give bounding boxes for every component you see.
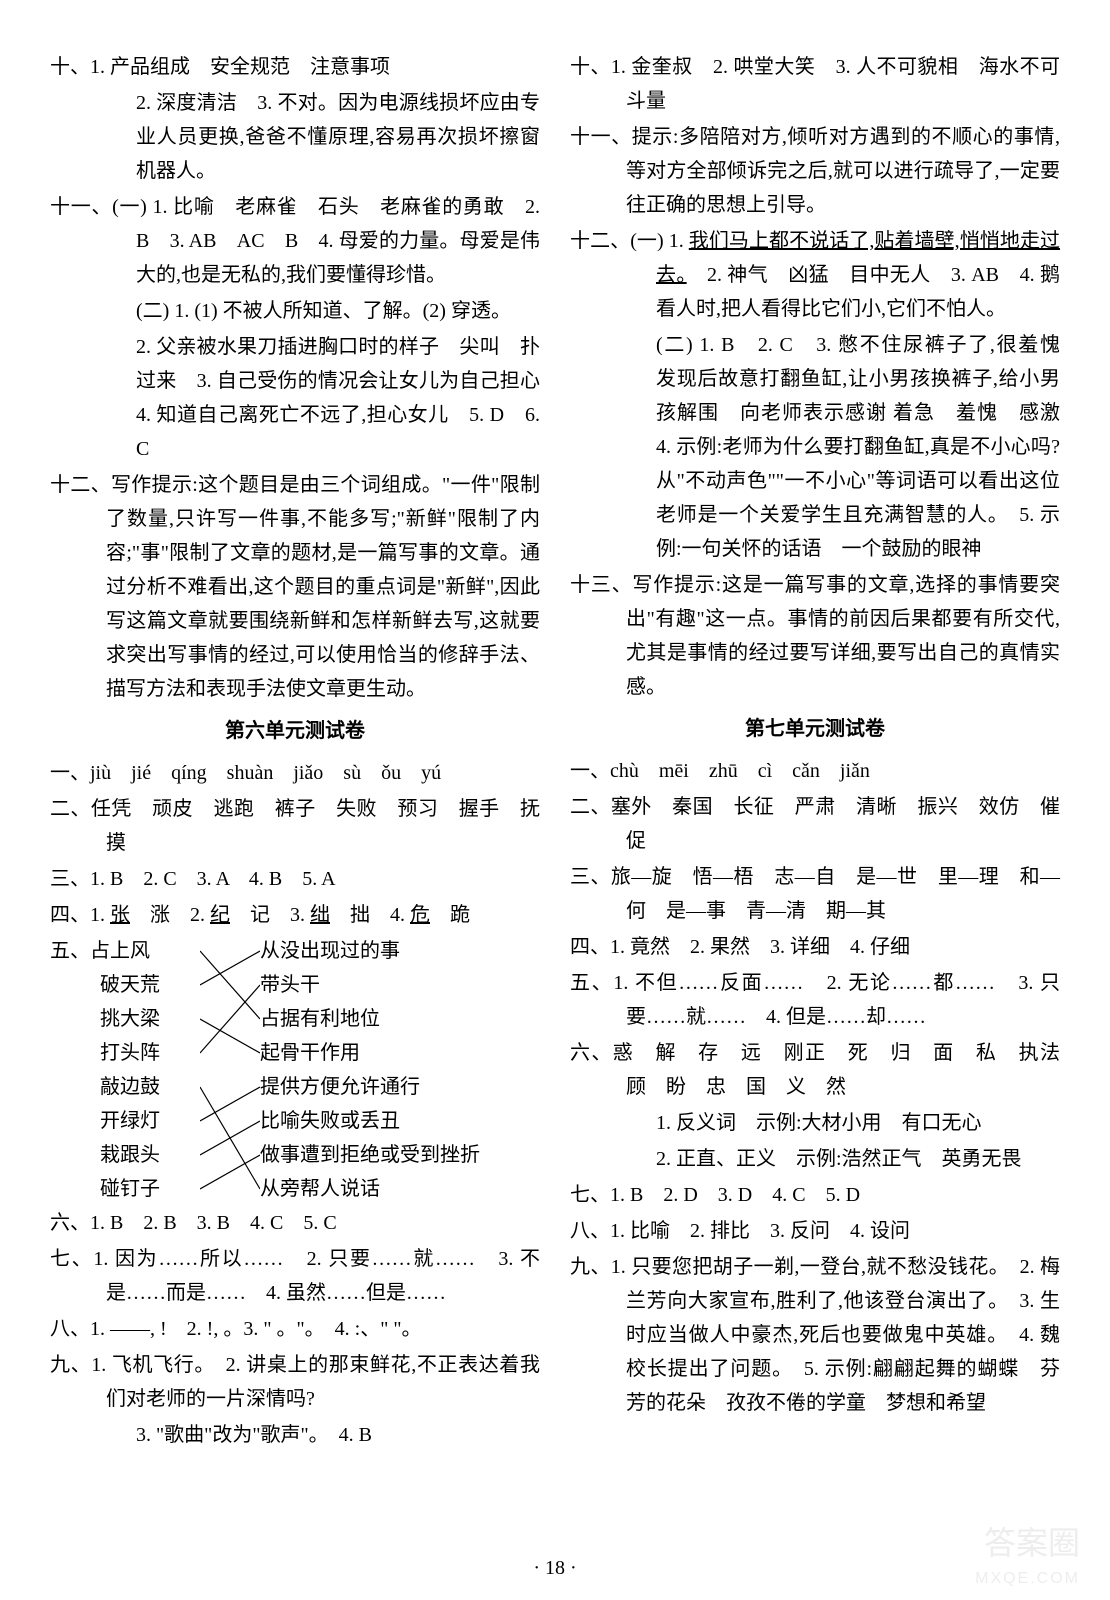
matching-right-item: 起骨干作用 xyxy=(200,1036,540,1070)
page-number: · 18 · xyxy=(0,1551,1110,1585)
text-item: 十二、写作提示:这个题目是由三个词组成。"一件"限制了数量,只许写一件事,不能多… xyxy=(50,468,540,706)
text-item: 二、塞外 秦国 长征 严肃 清晰 振兴 效仿 催促 xyxy=(570,790,1060,858)
text-item: 七、1. B 2. D 3. D 4. C 5. D xyxy=(570,1178,1060,1212)
matching-right-item: 带头干 xyxy=(200,968,540,1002)
text-item: 九、1. 飞机飞行。 2. 讲桌上的那束鲜花,不正表达着我们对老师的一片深情吗? xyxy=(50,1348,540,1416)
matching-left-item: 打头阵 xyxy=(100,1036,200,1070)
text-item: 2. 父亲被水果刀插进胸口时的样子 尖叫 扑过来 3. 自己受伤的情况会让女儿为… xyxy=(50,330,540,466)
section6-title: 第六单元测试卷 xyxy=(50,714,540,748)
text-item: 八、1. 比喻 2. 排比 3. 反问 4. 设问 xyxy=(570,1214,1060,1248)
matching-right-item: 比喻失败或丢丑 xyxy=(200,1104,540,1138)
matching-exercise: 五、占上风从没出现过的事破天荒带头干挑大梁占据有利地位打头阵起骨干作用敲边鼓提供… xyxy=(50,934,540,1206)
matching-row: 敲边鼓提供方便允许通行 xyxy=(100,1070,540,1104)
text-item: 十、1. 金奎叔 2. 哄堂大笑 3. 人不可貌相 海水不可斗量 xyxy=(570,50,1060,118)
text-item: 一、jiù jié qíng shuàn jiǎo sù ǒu yú xyxy=(50,756,540,790)
watermark-url: MXQE.COM xyxy=(975,1565,1080,1592)
text-item: (二) 1. (1) 不被人所知道、了解。(2) 穿透。 xyxy=(50,294,540,328)
matching-left-item: 挑大梁 xyxy=(100,1002,200,1036)
right-column: 十、1. 金奎叔 2. 哄堂大笑 3. 人不可貌相 海水不可斗量十一、提示:多陪… xyxy=(570,50,1060,1454)
text-item: 四、1. 张 涨 2. 纪 记 3. 绌 拙 4. 危 跪 xyxy=(50,898,540,932)
text-item: 2. 正直、正义 示例:浩然正气 英勇无畏 xyxy=(570,1142,1060,1176)
matching-row: 破天荒带头干 xyxy=(100,968,540,1002)
matching-right-item: 提供方便允许通行 xyxy=(200,1070,540,1104)
text-item: 四、1. 竟然 2. 果然 3. 详细 4. 仔细 xyxy=(570,930,1060,964)
matching-right-item: 从旁帮人说话 xyxy=(200,1172,540,1206)
matching-row: 栽跟头做事遭到拒绝或受到挫折 xyxy=(100,1138,540,1172)
text-item: 3. "歌曲"改为"歌声"。 4. B xyxy=(50,1418,540,1452)
text-item: 二、任凭 顽皮 逃跑 裤子 失败 预习 握手 抚摸 xyxy=(50,792,540,860)
text-item: 九、1. 只要您把胡子一剃,一登台,就不愁没钱花。 2. 梅兰芳向大家宣布,胜利… xyxy=(570,1250,1060,1420)
text-item: 十三、写作提示:这是一篇写事的文章,选择的事情要突出"有趣"这一点。事情的前因后… xyxy=(570,568,1060,704)
matching-left-item: 敲边鼓 xyxy=(100,1070,200,1104)
matching-left-item: 栽跟头 xyxy=(100,1138,200,1172)
text-item: 六、惑 解 存 远 刚正 死 归 面 私 执法 顾 盼 忠 国 义 然 xyxy=(570,1036,1060,1104)
left-column: 十、1. 产品组成 安全规范 注意事项2. 深度清洁 3. 不对。因为电源线损坏… xyxy=(50,50,540,1454)
text-item: 一、chù mēi zhū cì cǎn jiǎn xyxy=(570,754,1060,788)
matching-left-item: 破天荒 xyxy=(100,968,200,1002)
matching-row: 五、占上风从没出现过的事 xyxy=(100,934,540,968)
text-item: 十一、(一) 1. 比喻 老麻雀 石头 老麻雀的勇敢 2. B 3. AB AC… xyxy=(50,190,540,292)
text-item: 八、1. ——, ! 2. !, 。3. " 。"。 4. :、" "。 xyxy=(50,1312,540,1346)
matching-row: 碰钉子从旁帮人说话 xyxy=(100,1172,540,1206)
matching-left-item: 开绿灯 xyxy=(100,1104,200,1138)
text-item: 十二、(一) 1. 我们马上都不说话了,贴着墙壁,悄悄地走过去。 2. 神气 凶… xyxy=(570,224,1060,326)
text-item: 2. 深度清洁 3. 不对。因为电源线损坏应由专业人员更换,爸爸不懂原理,容易再… xyxy=(50,86,540,188)
matching-row: 挑大梁占据有利地位 xyxy=(100,1002,540,1036)
text-item: 六、1. B 2. B 3. B 4. C 5. C xyxy=(50,1206,540,1240)
matching-right-item: 做事遭到拒绝或受到挫折 xyxy=(200,1138,540,1172)
matching-row: 打头阵起骨干作用 xyxy=(100,1036,540,1070)
text-item: 1. 反义词 示例:大材小用 有口无心 xyxy=(570,1106,1060,1140)
matching-left-item: 碰钉子 xyxy=(100,1172,200,1206)
section7-title: 第七单元测试卷 xyxy=(570,712,1060,746)
matching-left-item: 五、占上风 xyxy=(50,934,200,968)
text-item: 十一、提示:多陪陪对方,倾听对方遇到的不顺心的事情,等对方全部倾诉完之后,就可以… xyxy=(570,120,1060,222)
text-item: (二) 1. B 2. C 3. 憋不住尿裤子了,很羞愧 发现后故意打翻鱼缸,让… xyxy=(570,328,1060,566)
text-item: 五、1. 不但……反面…… 2. 无论……都…… 3. 只要……就…… 4. 但… xyxy=(570,966,1060,1034)
text-item: 三、旅—旋 悟—梧 志—自 是—世 里—理 和—何 是—事 青—清 期—其 xyxy=(570,860,1060,928)
matching-right-item: 从没出现过的事 xyxy=(200,934,540,968)
matching-row: 开绿灯比喻失败或丢丑 xyxy=(100,1104,540,1138)
text-item: 三、1. B 2. C 3. A 4. B 5. A xyxy=(50,862,540,896)
matching-right-item: 占据有利地位 xyxy=(200,1002,540,1036)
text-item: 十、1. 产品组成 安全规范 注意事项 xyxy=(50,50,540,84)
watermark: 答案圈 xyxy=(984,1516,1080,1570)
text-item: 七、1. 因为……所以…… 2. 只要……就…… 3. 不是……而是…… 4. … xyxy=(50,1242,540,1310)
